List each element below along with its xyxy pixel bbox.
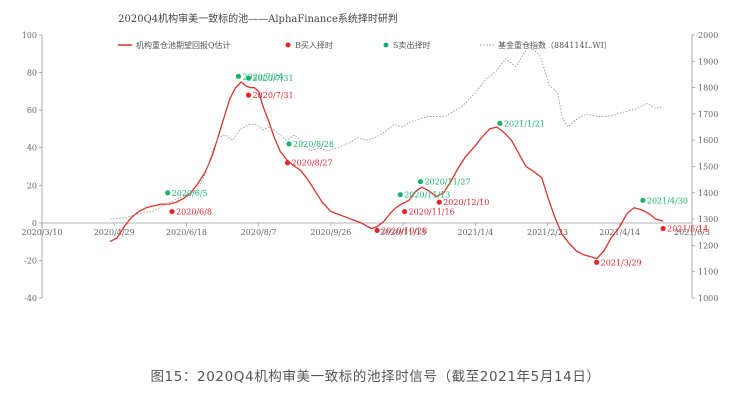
right-y-tick-label: 1100	[698, 268, 718, 277]
right-y-tick-label: 1600	[698, 136, 718, 145]
buy-signal-point	[660, 225, 666, 232]
buy-signal-point	[169, 208, 175, 215]
sell-signal-label: 2020/7/24	[242, 72, 283, 81]
sell-signal-point	[286, 141, 292, 147]
sell-signal-point	[640, 197, 646, 203]
sell-signal-label: 2021/1/21	[504, 119, 545, 128]
x-tick-label: 2021/6/3	[674, 228, 710, 237]
x-tick-label: 2020/3/10	[21, 228, 62, 237]
x-tick-label: 2020/8/7	[241, 228, 277, 237]
left-y-tick-label: -40	[24, 294, 37, 303]
right-y-tick-label: 1200	[698, 241, 718, 250]
sell-signal-point	[245, 75, 252, 81]
sell-signal-label: 2020/8/28	[293, 140, 334, 149]
left-y-tick-label: 60	[27, 106, 37, 115]
figure-caption: 图15：2020Q4机构审美一致标的池择时信号（截至2021年5月14日）	[150, 369, 601, 385]
buy-signal-label: 2020/12/10	[443, 198, 489, 207]
x-tick-label: 2020/11/15	[380, 228, 426, 237]
left-y-tick-label: 0	[32, 219, 37, 228]
plot-background	[42, 35, 692, 305]
left-y-tick-label: 20	[27, 181, 37, 190]
timing-chart: 2020Q4机构审美一致标的池——AlphaFinance系统择时研判 机构重仓…	[21, 12, 718, 305]
left-y-tick-label: -20	[24, 256, 37, 265]
legend-swatch-dot	[383, 42, 389, 48]
right-y-tick-label: 1500	[698, 163, 718, 172]
chart-area: 2020Q4机构审美一致标的池——AlphaFinance系统择时研判 机构重仓…	[21, 12, 718, 305]
buy-signal-label: 2020/7/31	[253, 91, 294, 100]
left-y-tick-label: 100	[22, 31, 37, 40]
buy-signal-point	[284, 160, 291, 166]
chart-legend: 机构重仓池期望回报Q估计 B买入择时 S卖出择时 基金重仓指数（884114L.WI）	[118, 40, 612, 50]
sell-signal-label: 2020/6/5	[172, 189, 208, 198]
chart-axes: -40 -20 0 20 40 60 80 100 1000 1100 1200 1300 1400 15…	[21, 31, 718, 303]
sell-signal-point	[165, 190, 171, 196]
right-y-tick-label: 1800	[698, 84, 718, 93]
legend-label: S卖出择时	[393, 40, 430, 50]
legend-swatch-dot	[285, 42, 291, 48]
sell-signal-label: 2020/7/31	[253, 74, 294, 83]
x-tick-label: 2021/4/14	[599, 228, 640, 237]
left-y-tick-label: 40	[27, 144, 37, 153]
buy-signal-label: 2020/8/27	[292, 159, 333, 168]
right-y-tick-label: 1700	[698, 110, 718, 119]
buy-signal-point	[594, 259, 600, 265]
buy-signal-label: 2021/5/14	[667, 224, 708, 233]
x-tick-label: 2020/6/18	[166, 228, 207, 237]
right-y-tick-label: 1300	[698, 215, 718, 224]
sell-signal-point	[235, 73, 242, 79]
legend-label: B买入择时	[295, 40, 333, 50]
legend-label: 基金重仓指数（884114L.WI）	[498, 40, 612, 50]
x-tick-label: 2021/1/4	[457, 228, 493, 237]
buy-signal-point	[374, 227, 380, 233]
series-layer	[109, 45, 664, 260]
fund-index-series-line	[109, 45, 664, 220]
buy-signal-label: 2020/10/28	[381, 226, 427, 235]
left-y-tick-label: 80	[27, 69, 37, 78]
buy-signal-point	[436, 199, 442, 205]
sell-signal-point	[417, 178, 424, 185]
sell-signal-point	[397, 192, 403, 198]
sell-signal-label: 2020/11/27	[424, 178, 470, 187]
buy-signal-label: 2020/11/16	[409, 208, 455, 217]
right-y-tick-label: 1400	[698, 189, 718, 198]
right-y-tick-label: 1000	[698, 294, 718, 303]
sell-signal-label: 2021/4/30	[647, 196, 688, 205]
sell-signal-label: 2020/11/13	[404, 191, 450, 200]
x-tick-label: 2020/9/26	[310, 228, 351, 237]
right-y-tick-label: 1900	[698, 57, 718, 66]
buy-signal-point	[401, 208, 408, 215]
right-y-tick-label: 2000	[698, 31, 718, 40]
buy-signal-label: 2021/3/29	[601, 258, 642, 267]
buy-signal-label: 2020/6/8	[176, 208, 212, 217]
x-tick-label: 2021/2/23	[527, 228, 568, 237]
x-tick-label: 2020/4/29	[94, 228, 135, 237]
buy-signal-point	[245, 92, 252, 98]
signal-layer: 2020/6/52020/6/82020/7/242020/7/312020/7…	[165, 72, 708, 267]
chart-title: 2020Q4机构审美一致标的池——AlphaFinance系统择时研判	[118, 12, 398, 25]
sell-signal-point	[497, 120, 503, 126]
legend-label: 机构重仓池期望回报Q估计	[136, 40, 231, 50]
